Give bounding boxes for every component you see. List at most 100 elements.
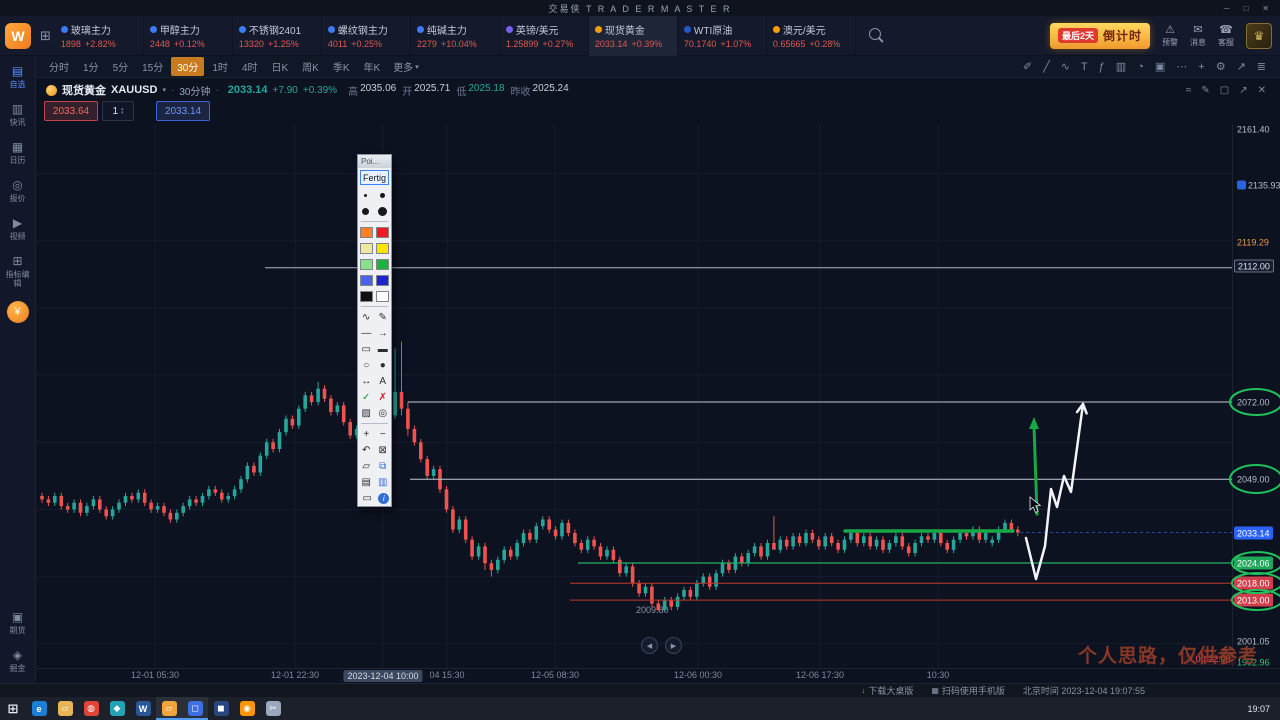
color-swatch[interactable] bbox=[359, 226, 373, 238]
pen-size-7[interactable] bbox=[362, 207, 370, 215]
more-intervals-button[interactable]: 更多 ▾ bbox=[387, 57, 425, 76]
magnifier-icon[interactable]: ◎ bbox=[378, 407, 388, 419]
alerts-button[interactable]: ⚠ 预警 bbox=[1162, 23, 1178, 48]
scan-mobile-link[interactable]: ▦ 扫码使用手机版 bbox=[931, 684, 1005, 697]
blue-app-icon[interactable]: ◻ bbox=[182, 697, 208, 720]
color-swatch[interactable] bbox=[359, 242, 373, 254]
filled-ellipse-icon[interactable]: ● bbox=[379, 359, 386, 371]
sidebar-item-indicator-editor[interactable]: ⊞ 指标编辑 bbox=[0, 254, 35, 288]
trendline-icon[interactable]: ╱ bbox=[1043, 61, 1050, 73]
interval-button-10[interactable]: 年K bbox=[363, 63, 381, 74]
firefox-icon[interactable]: ◉ bbox=[234, 697, 260, 720]
minimize-button[interactable]: ─ bbox=[1223, 3, 1230, 13]
check-icon[interactable]: ✓ bbox=[362, 391, 371, 403]
sidebar-item-video[interactable]: ▶ 视频 bbox=[0, 216, 35, 241]
frame-icon[interactable]: ▭ bbox=[362, 492, 372, 504]
pen-size-3[interactable] bbox=[364, 193, 368, 197]
instrument-tab-0[interactable]: 玻璃主力 1898 +2.82% bbox=[55, 15, 144, 56]
edit-icon[interactable]: ✎ bbox=[1201, 84, 1210, 96]
rectangle-icon[interactable]: ▭ bbox=[361, 343, 371, 355]
instrument-tab-6[interactable]: 现货黄金 2033.14 +0.39% bbox=[588, 15, 678, 56]
instrument-tab-4[interactable]: 纯碱主力 2279 +10.04% bbox=[411, 15, 500, 56]
close-button[interactable]: ✕ bbox=[1262, 3, 1269, 13]
snip-tool-icon[interactable]: ✂ bbox=[260, 697, 286, 720]
close-chart-icon[interactable]: ✕ bbox=[1257, 84, 1266, 96]
cross-icon[interactable]: ✗ bbox=[378, 391, 387, 403]
sidebar-item-gold-center[interactable]: ¥ bbox=[0, 301, 35, 323]
filled-rectangle-icon[interactable]: ▬ bbox=[377, 343, 388, 355]
delete-icon[interactable]: ⊠ bbox=[378, 444, 387, 456]
color-swatch[interactable] bbox=[376, 226, 390, 238]
zoom-in-icon[interactable]: + bbox=[363, 428, 370, 440]
color-swatch[interactable] bbox=[376, 242, 390, 254]
media-app-icon[interactable]: ◆ bbox=[104, 697, 130, 720]
folder-app-icon[interactable]: ▱ bbox=[156, 697, 182, 720]
print-icon[interactable]: ▥ bbox=[378, 476, 388, 488]
draw-icon[interactable]: ✐ bbox=[1022, 61, 1033, 73]
interval-button-5[interactable]: 1时 bbox=[212, 63, 228, 74]
layout-icon[interactable]: ▥ bbox=[1115, 61, 1127, 73]
chrome-icon[interactable]: ◍ bbox=[78, 697, 104, 720]
text-tool-icon[interactable]: T bbox=[1080, 60, 1088, 73]
freehand-icon[interactable]: ∿ bbox=[362, 311, 371, 323]
instrument-tab-3[interactable]: 螺纹钢主力 4011 +0.25% bbox=[322, 15, 411, 56]
sell-button[interactable]: 2033.64 bbox=[44, 101, 98, 121]
new-page-icon[interactable]: ▱ bbox=[362, 460, 371, 472]
palette-done-button[interactable]: Fertig bbox=[360, 170, 389, 185]
instrument-tab-5[interactable]: 英镑/美元 1.25899 +0.27% bbox=[500, 15, 589, 56]
promo-banner[interactable]: 最后2天 倒计时 bbox=[1049, 22, 1150, 49]
download-desktop-link[interactable]: ↓ 下载大桌版 bbox=[861, 684, 913, 697]
compare-icon[interactable]: ≈ bbox=[1185, 84, 1192, 96]
time-axis[interactable] bbox=[36, 668, 1280, 683]
maximize-chart-icon[interactable]: ↗ bbox=[1239, 84, 1248, 96]
pen-size-5[interactable] bbox=[379, 192, 385, 198]
quantity-stepper[interactable]: 1 ▴ ▾ bbox=[102, 101, 134, 121]
pen-size-9[interactable] bbox=[377, 206, 387, 216]
interval-button-0[interactable]: 分时 bbox=[49, 63, 69, 74]
chevron-down-icon[interactable]: ▾ bbox=[162, 87, 166, 94]
interval-button-1[interactable]: 1分 bbox=[83, 63, 99, 74]
start-button[interactable]: ⊞ bbox=[0, 697, 26, 720]
more-tools-icon[interactable]: ⋯ bbox=[1176, 61, 1188, 73]
double-arrow-icon[interactable]: ↔ bbox=[361, 375, 372, 387]
sidebar-item-watchlist[interactable]: ▤ 自选 bbox=[0, 64, 35, 89]
interval-button-6[interactable]: 4时 bbox=[241, 63, 258, 74]
highlight-icon[interactable]: ▨ bbox=[361, 407, 371, 419]
color-swatch[interactable] bbox=[359, 258, 373, 270]
crosshair-icon[interactable]: + bbox=[1198, 60, 1205, 73]
alert-icon[interactable]: ◔ bbox=[1137, 60, 1144, 73]
apps-grid-icon[interactable]: ⊞ bbox=[40, 27, 51, 43]
symbol-code[interactable]: XAUUSD bbox=[111, 84, 158, 96]
stepper-arrows-icon[interactable]: ▴ ▾ bbox=[121, 106, 124, 116]
color-swatch[interactable] bbox=[359, 290, 373, 302]
symbol-name[interactable]: 现货黄金 bbox=[62, 85, 106, 97]
text-icon[interactable]: A bbox=[379, 375, 387, 387]
app-logo-icon[interactable]: W bbox=[5, 22, 31, 49]
color-swatch[interactable] bbox=[359, 274, 373, 286]
interval-button-4[interactable]: 30分 bbox=[171, 57, 205, 76]
copy-icon[interactable]: ⧉ bbox=[379, 460, 387, 472]
instrument-tab-7[interactable]: WTI原油 70.1740 +1.07% bbox=[678, 15, 767, 56]
instrument-tab-8[interactable]: 澳元/美元 0.65665 +0.28% bbox=[767, 15, 856, 56]
fullscreen-icon[interactable]: ↗ bbox=[1236, 61, 1246, 73]
object-tree-icon[interactable]: ≣ bbox=[1256, 61, 1266, 73]
color-swatch[interactable] bbox=[376, 274, 390, 286]
palette-titlebar[interactable]: Poi... bbox=[358, 155, 391, 168]
zoom-out-icon[interactable]: − bbox=[379, 428, 386, 440]
interval-button-7[interactable]: 日K bbox=[271, 63, 289, 74]
sidebar-item-nuggets[interactable]: ◈ 掘金 bbox=[0, 648, 35, 673]
line-icon[interactable]: — bbox=[361, 327, 372, 339]
color-swatch[interactable] bbox=[376, 258, 390, 270]
sidebar-item-quotes[interactable]: ◎ 报价 bbox=[0, 178, 35, 203]
brush-icon[interactable]: ∿ bbox=[1060, 61, 1070, 73]
messages-button[interactable]: ✉ 消息 bbox=[1190, 23, 1206, 48]
color-swatch[interactable] bbox=[376, 290, 390, 302]
sidebar-item-news-flash[interactable]: ▥ 快讯 bbox=[0, 102, 35, 127]
interval-button-9[interactable]: 季K bbox=[332, 63, 350, 74]
search-icon[interactable] bbox=[864, 24, 888, 48]
save-icon[interactable]: ▤ bbox=[361, 476, 371, 488]
info-icon[interactable]: i bbox=[378, 492, 390, 504]
interval-button-2[interactable]: 5分 bbox=[112, 63, 129, 74]
instrument-tab-1[interactable]: 甲醇主力 2448 +0.12% bbox=[144, 15, 233, 56]
explorer-icon[interactable]: ▱ bbox=[52, 697, 78, 720]
